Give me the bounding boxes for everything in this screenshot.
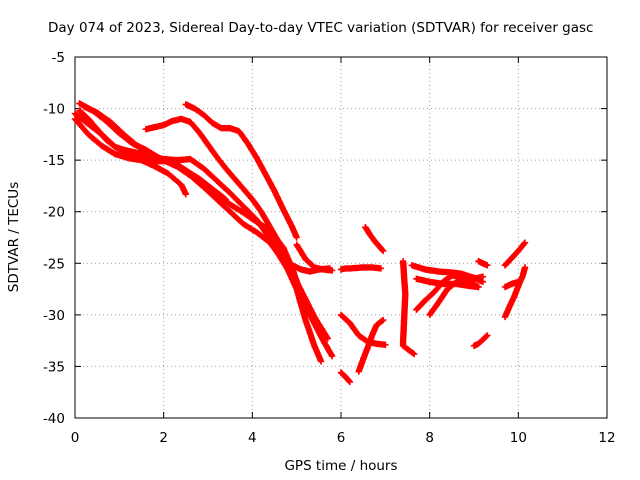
series-track-t (475, 258, 491, 269)
point-markers (475, 258, 491, 269)
x-tick-labels: 0 2 4 6 8 10 12 (71, 430, 616, 446)
y-tick-label: -35 (43, 359, 65, 375)
chart-title: Day 074 of 2023, Sidereal Day-to-day VTE… (48, 20, 593, 36)
series-track-r (426, 273, 487, 319)
point-markers (337, 311, 389, 348)
y-tick-label: -20 (43, 205, 65, 221)
y-axis-label: SDTVAR / TECUs (6, 182, 22, 292)
series-track-i (337, 264, 385, 273)
point-markers (293, 241, 336, 274)
point-markers (355, 316, 387, 375)
point-markers (337, 264, 385, 273)
x-tick-label: 2 (159, 430, 168, 446)
x-tick-label: 6 (337, 430, 346, 446)
series-track-h (293, 241, 336, 274)
point-markers (337, 369, 354, 386)
point-markers (80, 103, 325, 365)
point-markers (76, 107, 334, 275)
data-points (71, 100, 529, 386)
series-track-g (182, 101, 300, 241)
x-tick-label: 12 (598, 430, 615, 446)
series-track-j (337, 311, 389, 348)
series-track-c (80, 103, 325, 365)
y-tick-label: -25 (43, 256, 65, 272)
point-markers (470, 332, 491, 349)
series-track-u (501, 239, 529, 269)
y-tick-label: -30 (43, 308, 65, 324)
y-tick-label: -5 (52, 50, 65, 66)
point-markers (399, 258, 418, 358)
series-track-e (76, 107, 334, 275)
x-tick-label: 4 (248, 430, 257, 446)
series-track-m (362, 224, 387, 255)
x-axis-label: GPS time / hours (284, 458, 397, 474)
grid (75, 57, 607, 418)
point-markers (501, 264, 529, 321)
point-markers (426, 273, 487, 319)
y-tick-label: -15 (43, 153, 65, 169)
point-markers (501, 239, 529, 269)
series-track-w (501, 264, 529, 321)
series-track-l (355, 316, 387, 375)
y-tick-labels: -5 -10 -15 -20 -25 -30 -35 -40 (43, 50, 65, 427)
point-markers (362, 224, 387, 255)
series-track-n (399, 258, 418, 358)
x-tick-label: 10 (510, 430, 527, 446)
series-track-s (470, 332, 491, 349)
x-tick-label: 8 (425, 430, 434, 446)
y-tick-label: -10 (43, 102, 65, 118)
y-tick-label: -40 (43, 411, 65, 427)
point-markers (182, 101, 300, 241)
series-track-k (337, 369, 354, 386)
plot-frame (74, 56, 608, 419)
x-tick-label: 0 (71, 430, 80, 446)
point-markers (142, 115, 331, 342)
series-track-f (142, 115, 331, 342)
